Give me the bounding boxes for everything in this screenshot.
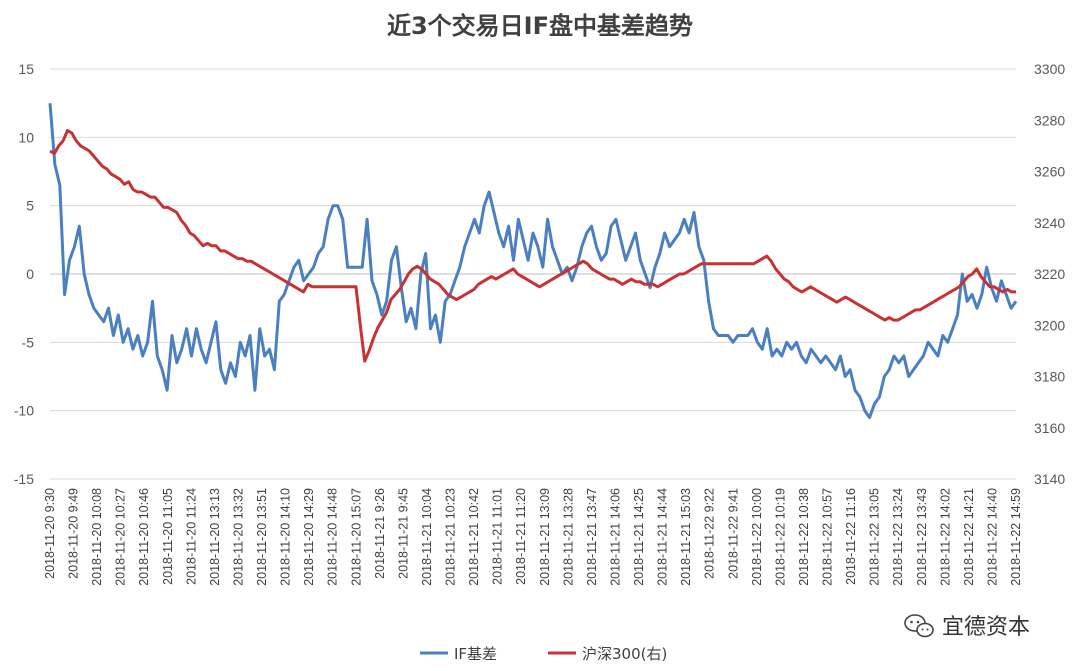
x-tick-label: 2018-11-21 14:25 xyxy=(632,488,646,586)
legend: IF基差 沪深300(右) xyxy=(420,645,667,663)
x-tick-label: 2018-11-22 11:16 xyxy=(844,488,858,585)
x-tick-label: 2018-11-21 10:23 xyxy=(444,488,458,586)
x-tick-label: 2018-11-21 13:47 xyxy=(585,488,599,586)
x-tick-label: 2018-11-22 10:38 xyxy=(797,488,811,586)
x-tick-label: 2018-11-22 10:00 xyxy=(750,488,764,586)
y-left-tick-label: -15 xyxy=(14,471,34,487)
x-tick-label: 2018-11-22 14:40 xyxy=(985,488,999,586)
x-tick-label: 2018-11-21 9:45 xyxy=(396,488,410,579)
x-tick-label: 2018-11-20 14:48 xyxy=(326,488,340,586)
y-left-tick-label: 10 xyxy=(18,129,34,145)
x-tick-label: 2018-11-21 14:44 xyxy=(656,488,670,586)
x-tick-label: 2018-11-20 13:13 xyxy=(208,488,222,586)
gridlines xyxy=(50,68,1016,480)
x-tick-label: 2018-11-22 13:43 xyxy=(915,488,929,586)
y-right-tick-label: 3140 xyxy=(1034,471,1065,487)
y-right-tick-label: 3180 xyxy=(1034,369,1065,385)
y-right-tick-label: 3300 xyxy=(1034,61,1065,77)
y-right-tick-label: 3260 xyxy=(1034,164,1065,180)
x-tick-label: 2018-11-20 10:27 xyxy=(114,488,128,586)
x-tick-label: 2018-11-20 13:32 xyxy=(231,488,245,586)
chart-title: 近3个交易日IF盘中基差趋势 xyxy=(387,12,693,40)
x-tick-label: 2018-11-22 14:02 xyxy=(938,488,952,586)
x-tick-label: 2018-11-22 14:59 xyxy=(1009,488,1023,586)
y-axis-left: 15 10 5 0 -5 -10 -15 xyxy=(14,61,34,487)
x-tick-label: 2018-11-21 10:04 xyxy=(420,488,434,586)
watermark: 宜德资本 xyxy=(904,614,1030,640)
x-tick-label: 2018-11-21 10:42 xyxy=(467,488,481,586)
y-axis-right: 3300 3280 3260 3240 3220 3200 3180 3160 3140 xyxy=(1034,61,1065,487)
legend-label-csi300: 沪深300(右) xyxy=(582,645,667,663)
y-right-tick-label: 3220 xyxy=(1034,266,1065,282)
x-tick-label: 2018-11-22 9:41 xyxy=(726,488,740,579)
y-left-tick-label: 0 xyxy=(26,266,34,282)
y-left-tick-label: -10 xyxy=(14,403,34,419)
series-line-if-basis xyxy=(48,103,1018,419)
x-tick-label: 2018-11-20 11:05 xyxy=(161,488,175,585)
wechat-icon xyxy=(904,614,934,638)
x-tick-label: 2018-11-20 10:08 xyxy=(90,488,104,586)
x-tick-label: 2018-11-20 14:10 xyxy=(279,488,293,586)
y-left-tick-label: -5 xyxy=(22,334,35,350)
y-right-tick-label: 3160 xyxy=(1034,420,1065,436)
y-right-tick-label: 3280 xyxy=(1034,112,1065,128)
x-tick-label: 2018-11-22 10:19 xyxy=(773,488,787,586)
x-tick-label: 2018-11-20 9:30 xyxy=(43,488,57,579)
x-tick-label: 2018-11-20 13:51 xyxy=(255,488,269,586)
x-tick-label: 2018-11-20 11:24 xyxy=(184,488,198,585)
x-axis: 2018-11-20 9:30 2018-11-20 9:49 2018-11-20… xyxy=(43,488,1023,586)
y-left-tick-label: 15 xyxy=(18,61,34,77)
x-tick-label: 2018-11-22 10:57 xyxy=(821,488,835,586)
y-right-tick-label: 3200 xyxy=(1034,317,1065,333)
y-left-tick-label: 5 xyxy=(26,198,34,214)
x-tick-label: 2018-11-20 15:07 xyxy=(349,488,363,586)
x-tick-label: 2018-11-21 9:26 xyxy=(373,488,387,579)
x-tick-label: 2018-11-20 9:49 xyxy=(67,488,81,579)
x-tick-label: 2018-11-21 11:01 xyxy=(491,488,505,585)
x-tick-label: 2018-11-20 10:46 xyxy=(137,488,151,586)
x-tick-label: 2018-11-21 14:06 xyxy=(608,488,622,586)
y-right-tick-label: 3240 xyxy=(1034,215,1065,231)
series-line-csi300 xyxy=(49,129,1016,363)
x-tick-label: 2018-11-21 13:09 xyxy=(538,488,552,586)
x-tick-label: 2018-11-22 13:24 xyxy=(891,488,905,586)
watermark-text: 宜德资本 xyxy=(942,615,1030,640)
x-tick-label: 2018-11-21 15:03 xyxy=(679,488,693,586)
x-tick-label: 2018-11-20 14:29 xyxy=(302,488,316,586)
x-tick-label: 2018-11-22 13:05 xyxy=(868,488,882,586)
series-layer xyxy=(48,103,1018,419)
x-tick-label: 2018-11-21 11:20 xyxy=(514,488,528,585)
x-tick-label: 2018-11-22 9:22 xyxy=(703,488,717,579)
legend-label-if-basis: IF基差 xyxy=(454,645,497,663)
x-tick-label: 2018-11-22 14:21 xyxy=(962,488,976,586)
x-tick-label: 2018-11-21 13:28 xyxy=(561,488,575,586)
